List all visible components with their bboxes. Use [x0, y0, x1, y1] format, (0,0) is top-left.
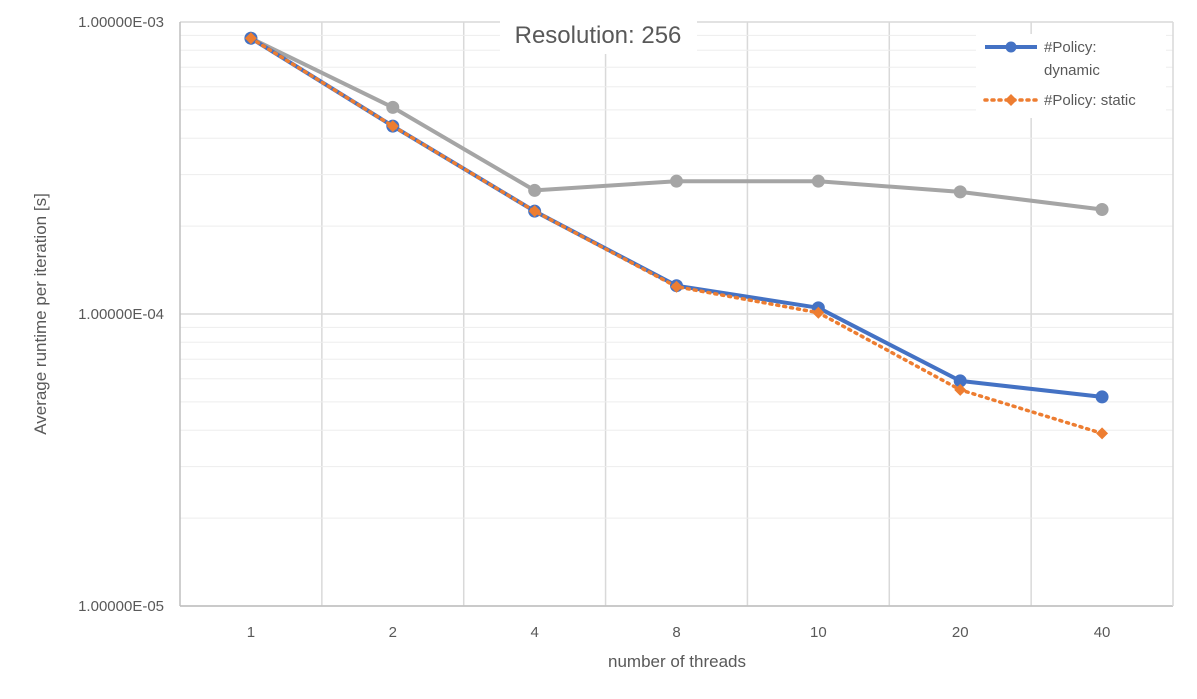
legend-static-label: #Policy: static — [1044, 92, 1136, 109]
series-1-point — [1096, 427, 1109, 440]
chart-title: Resolution: 256 — [515, 22, 682, 49]
x-tick-label: 10 — [810, 624, 827, 641]
series-0-point — [1095, 390, 1109, 404]
legend-static-marker — [1005, 94, 1017, 106]
x-tick-label: 2 — [389, 624, 397, 641]
series-lines — [244, 31, 1109, 440]
series-2-point — [670, 174, 683, 188]
series-2-point — [1095, 202, 1109, 216]
y-tick-label: 1.00000E-04 — [78, 306, 164, 323]
x-axis-label: number of threads — [608, 652, 746, 671]
title-background — [500, 16, 697, 54]
series-2-point — [386, 100, 400, 114]
legend-dynamic-label-line1: #Policy: — [1044, 39, 1097, 56]
series-2-point — [811, 174, 825, 188]
series-1-point — [954, 383, 967, 396]
legend-dynamic-marker — [1005, 41, 1017, 53]
axes — [179, 22, 1174, 607]
x-tick-label: 40 — [1094, 624, 1111, 641]
series-1-point — [812, 306, 825, 319]
legend-dynamic-label-line2: dynamic — [1044, 62, 1100, 79]
y-tick-label: 1.00000E-05 — [78, 598, 164, 615]
series-2-point — [953, 185, 967, 199]
y-tick-label: 1.00000E-03 — [78, 14, 164, 31]
series-line-0 — [249, 36, 1103, 399]
x-tick-label: 1 — [247, 624, 255, 641]
series-0-point — [953, 374, 967, 388]
tick-labels: 1 2 4 8 10 20 40 1.00000E-05 1.00000E-04 1.00000E… — [78, 14, 1110, 641]
series-line-1 — [249, 36, 1104, 436]
series-1-point — [244, 32, 257, 45]
legend: #Policy: dynamic #Policy: static — [976, 34, 1166, 118]
x-tick-label: 4 — [530, 624, 538, 641]
x-tick-label: 8 — [672, 624, 680, 641]
series-1-point — [386, 120, 399, 133]
series-1-point — [670, 280, 683, 293]
x-tick-label: 20 — [952, 624, 969, 641]
series-1-point — [528, 205, 541, 218]
series-2-point — [528, 183, 542, 197]
y-axis-label: Average runtime per iteration [s] — [31, 193, 50, 435]
